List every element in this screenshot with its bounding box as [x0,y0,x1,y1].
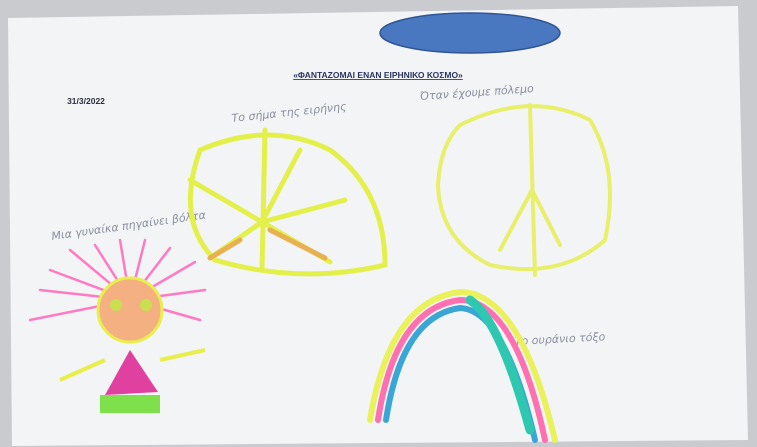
date: 31/3/2022 [67,96,105,106]
title: «ΦΑΝΤΑΖΟΜΑΙ ΕΝΑΝ ΕΙΡΗΝΙΚΟ ΚΟΣΜΟ» [293,70,463,80]
redaction [380,13,560,53]
photo: «ΦΑΝΤΑΖΟΜΑΙ ΕΝΑΝ ΕΙΡΗΝΙΚΟ ΚΟΣΜΟ» 31/3/20… [0,0,757,447]
